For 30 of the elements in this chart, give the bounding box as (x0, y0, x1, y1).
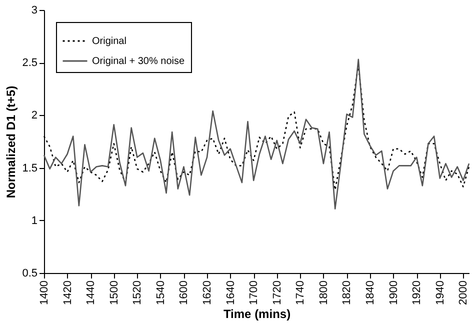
x-tick-label: 1820 (341, 280, 354, 305)
x-tick-label: 1840 (364, 280, 377, 305)
x-tick-label: 1720 (271, 280, 284, 305)
y-tick-label: 3 (31, 4, 38, 16)
x-tick-label: 1520 (132, 280, 144, 305)
legend-label: Original + 30% noise (92, 56, 185, 67)
y-tick-label: 2.5 (22, 57, 38, 70)
y-tick-label: 2 (31, 110, 38, 122)
x-tick-label: 1600 (178, 280, 190, 305)
y-tick-label: 1.5 (22, 162, 38, 174)
x-axis-title: Time (mins) (223, 306, 291, 321)
x-tick-label: 1800 (318, 280, 330, 305)
x-tick-label: 1420 (62, 280, 74, 305)
x-tick-label: 1620 (202, 280, 214, 305)
x-tick-label: 1940 (434, 280, 446, 305)
x-tick-label: 1640 (224, 280, 237, 305)
x-tick-label: 1500 (108, 280, 120, 305)
x-tick-label: 1740 (294, 280, 307, 305)
x-tick-label: 1400 (38, 280, 50, 305)
line-series (43, 58, 470, 210)
x-tick-label: 1920 (411, 280, 424, 305)
legend-label: Original (92, 36, 126, 47)
x-tick-label: 1900 (388, 280, 400, 305)
x-tick-label: 2000 (458, 280, 470, 305)
x-tick-label: 1440 (85, 280, 98, 305)
y-axis-title: Normalized D1 (t+5) (4, 86, 18, 198)
x-tick-label: 1700 (248, 280, 260, 305)
y-tick-label: 1 (31, 214, 38, 227)
x-tick-label: 1540 (154, 280, 167, 305)
y-tick-label: 0.5 (22, 268, 38, 280)
